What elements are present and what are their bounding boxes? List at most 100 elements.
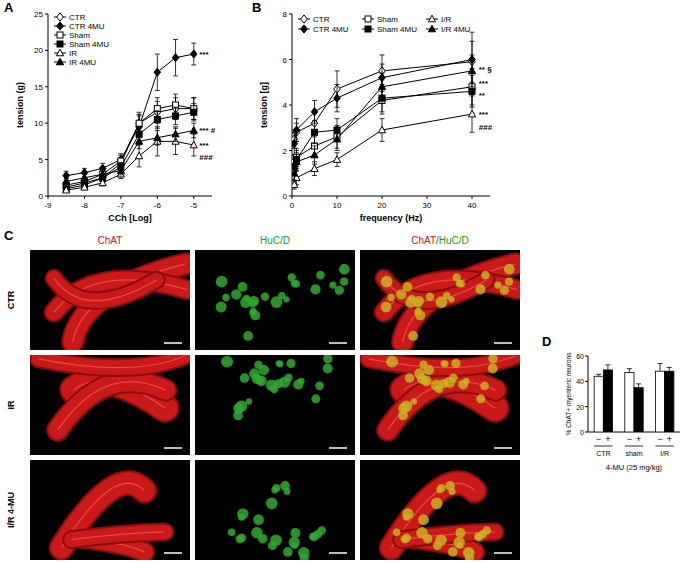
marker bbox=[136, 152, 143, 159]
hu-neuron bbox=[311, 394, 320, 403]
chat-strand bbox=[54, 278, 157, 301]
marker bbox=[154, 117, 160, 123]
hu-neuron bbox=[381, 276, 393, 288]
error-cap bbox=[605, 364, 610, 365]
error-cap bbox=[155, 97, 160, 98]
hu-neuron bbox=[505, 278, 513, 286]
error-cap bbox=[335, 118, 340, 119]
legend-label: CTR 4MU bbox=[69, 22, 105, 31]
marker bbox=[173, 113, 179, 119]
chart-D: D0204060% ChAT+ myenteric neurons−+CTR−+… bbox=[542, 334, 680, 472]
hu-neuron bbox=[309, 533, 317, 541]
column-header: HuC/D bbox=[260, 235, 290, 246]
hu-neuron bbox=[340, 278, 348, 286]
error-cap bbox=[118, 174, 123, 175]
y-tick bbox=[289, 59, 292, 60]
hu-neuron bbox=[481, 271, 490, 280]
hu-neuron bbox=[424, 365, 434, 375]
error-cap bbox=[155, 110, 160, 111]
y-tick-label: 25 bbox=[34, 10, 43, 19]
micrograph bbox=[195, 355, 355, 455]
error-cap bbox=[470, 95, 475, 96]
hu-neuron bbox=[401, 400, 413, 412]
series-line bbox=[294, 62, 472, 139]
image-background bbox=[195, 250, 355, 350]
legend-marker bbox=[56, 58, 63, 65]
hu-neuron bbox=[283, 296, 289, 302]
error-bar bbox=[636, 384, 641, 388]
chat-strand bbox=[58, 382, 166, 430]
chat-strand bbox=[39, 356, 185, 368]
series-line bbox=[66, 54, 194, 176]
marker bbox=[333, 135, 340, 142]
annotation: *** bbox=[199, 50, 209, 59]
legend-label: Sham bbox=[377, 15, 398, 24]
legend-marker bbox=[57, 22, 64, 30]
marker bbox=[292, 181, 298, 188]
hu-neuron bbox=[408, 295, 415, 302]
hu-neuron bbox=[236, 400, 248, 412]
error-cap bbox=[173, 124, 178, 125]
series-label: − bbox=[596, 434, 601, 444]
error-cap bbox=[118, 155, 123, 156]
plot-area bbox=[63, 39, 198, 192]
hu-neuron bbox=[298, 547, 310, 559]
chat-fiber bbox=[54, 278, 157, 301]
error-cap bbox=[155, 145, 160, 146]
error-bar bbox=[627, 369, 632, 373]
x-tick bbox=[84, 196, 85, 199]
x-axis-label: frequency (Hz) bbox=[360, 213, 423, 223]
panel-label: D bbox=[542, 334, 551, 349]
legend: CTRCTR 4MUShamSham 4MUI/RI/R 4MU bbox=[298, 15, 471, 34]
error-stem bbox=[669, 367, 670, 371]
hu-neuron bbox=[417, 374, 427, 384]
error-cap bbox=[335, 127, 340, 128]
figure: A-9-8-7-6-50510152025CCh [Log]tension (g… bbox=[0, 0, 685, 564]
marker bbox=[190, 141, 197, 148]
x-axis-label: CCh [Log] bbox=[108, 213, 151, 223]
x-axis bbox=[292, 196, 490, 197]
marker bbox=[312, 129, 318, 135]
error-stem bbox=[629, 369, 630, 373]
hu-neuron bbox=[386, 356, 398, 368]
error-cap bbox=[335, 111, 340, 112]
error-cap bbox=[173, 39, 178, 40]
x-tick-label: 10 bbox=[333, 201, 342, 210]
error-cap bbox=[294, 152, 299, 153]
hu-neuron bbox=[316, 271, 325, 280]
marker bbox=[154, 106, 160, 112]
error-cap bbox=[155, 54, 160, 55]
marker bbox=[63, 186, 70, 193]
row-label: IR bbox=[6, 400, 16, 410]
hu-neuron bbox=[449, 374, 457, 382]
error-stem bbox=[607, 365, 608, 370]
error-cap bbox=[335, 70, 340, 71]
hu-neuron bbox=[228, 529, 236, 537]
legend-label: I/R 4MU bbox=[441, 25, 471, 34]
error-cap bbox=[173, 94, 178, 95]
marker bbox=[100, 171, 106, 177]
group-bracket bbox=[594, 446, 612, 447]
marker bbox=[190, 50, 197, 58]
error-bar bbox=[294, 119, 299, 142]
x-tick bbox=[337, 196, 338, 199]
bar bbox=[594, 376, 603, 432]
error-cap bbox=[335, 166, 340, 167]
chat-strand bbox=[384, 278, 487, 301]
error-bar bbox=[596, 374, 601, 376]
column-header: ChAT/HuC/D bbox=[411, 235, 469, 246]
error-cap bbox=[470, 132, 475, 133]
micrograph bbox=[195, 460, 355, 560]
image-background bbox=[30, 355, 190, 455]
hu-neuron bbox=[494, 281, 501, 288]
error-cap bbox=[137, 114, 142, 115]
x-tick bbox=[427, 196, 428, 199]
hu-neuron bbox=[253, 514, 264, 525]
scale-bar bbox=[494, 447, 512, 449]
bar bbox=[655, 371, 664, 432]
y-tick-label: 0 bbox=[283, 192, 288, 201]
error-cap bbox=[191, 103, 196, 104]
error-cap bbox=[292, 180, 297, 181]
error-cap bbox=[380, 111, 385, 112]
plot-area bbox=[594, 364, 674, 432]
